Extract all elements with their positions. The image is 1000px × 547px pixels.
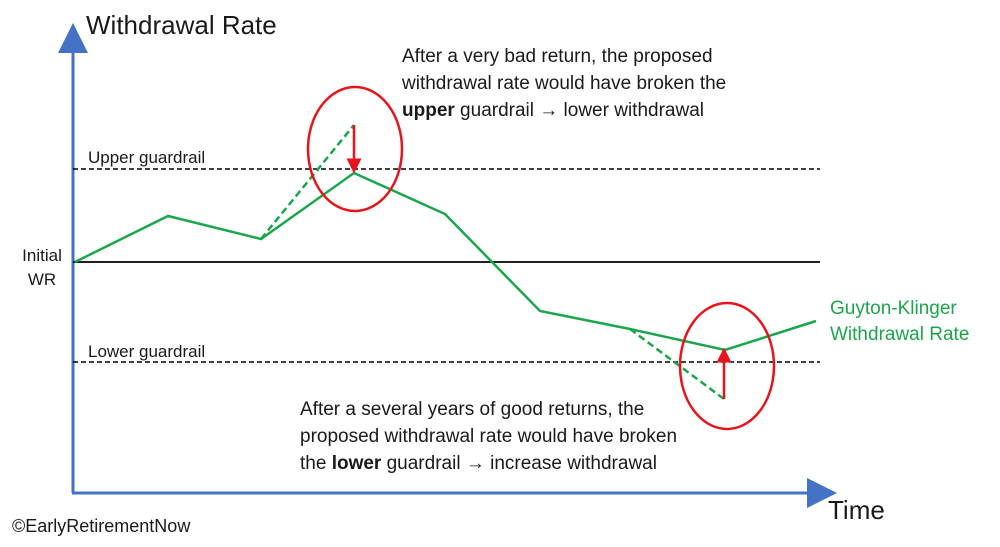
annotation-upper-line3: upper guardrail → lower withdrawal xyxy=(402,97,726,124)
annotation-upper: After a very bad return, the proposed wi… xyxy=(402,43,726,124)
highlight-ellipse-lower xyxy=(678,301,776,431)
annotation-lower-line3: the lower guardrail → increase withdrawa… xyxy=(300,450,677,477)
annotation-upper-line2: withdrawal rate would have broken the xyxy=(402,73,727,94)
guyton-klinger-line xyxy=(74,171,817,352)
upper-guardrail-label: Upper guardrail xyxy=(88,148,206,167)
bold-word-lower: lower xyxy=(331,453,382,474)
annotation-lower-line3-pre: the xyxy=(300,453,332,474)
proposed-lower-dashed xyxy=(629,327,725,401)
initial-wr-label-line2: WR xyxy=(27,270,57,289)
annotation-upper-line1: After a very bad return, the proposed xyxy=(402,46,713,67)
annotation-upper-line3-rest: guardrail → lower withdrawal xyxy=(454,100,704,121)
proposed-upper-dashed xyxy=(260,124,355,240)
initial-wr-label: Initial WR xyxy=(17,244,67,292)
series-label: Guyton-Klinger Withdrawal Rate xyxy=(830,296,969,348)
annotation-lower-line2: proposed withdrawal rate would have brok… xyxy=(300,426,678,447)
bold-word-upper: upper xyxy=(402,100,455,121)
annotation-lower-line3-rest: guardrail → increase withdrawal xyxy=(381,453,657,474)
lower-guardrail-label: Lower guardrail xyxy=(88,342,206,361)
series-label-line1: Guyton-Klinger xyxy=(830,298,957,319)
annotation-lower-line1: After a several years of good returns, t… xyxy=(300,399,645,420)
series-label-line2: Withdrawal Rate xyxy=(830,324,970,345)
copyright: ©EarlyRetirementNow xyxy=(12,516,191,536)
y-axis-title: Withdrawal Rate xyxy=(86,10,277,40)
highlight-ellipse-upper xyxy=(306,85,404,213)
x-axis-title: Time xyxy=(828,495,885,525)
annotation-lower: After a several years of good returns, t… xyxy=(300,396,677,477)
initial-wr-label-line1: Initial xyxy=(22,246,62,265)
